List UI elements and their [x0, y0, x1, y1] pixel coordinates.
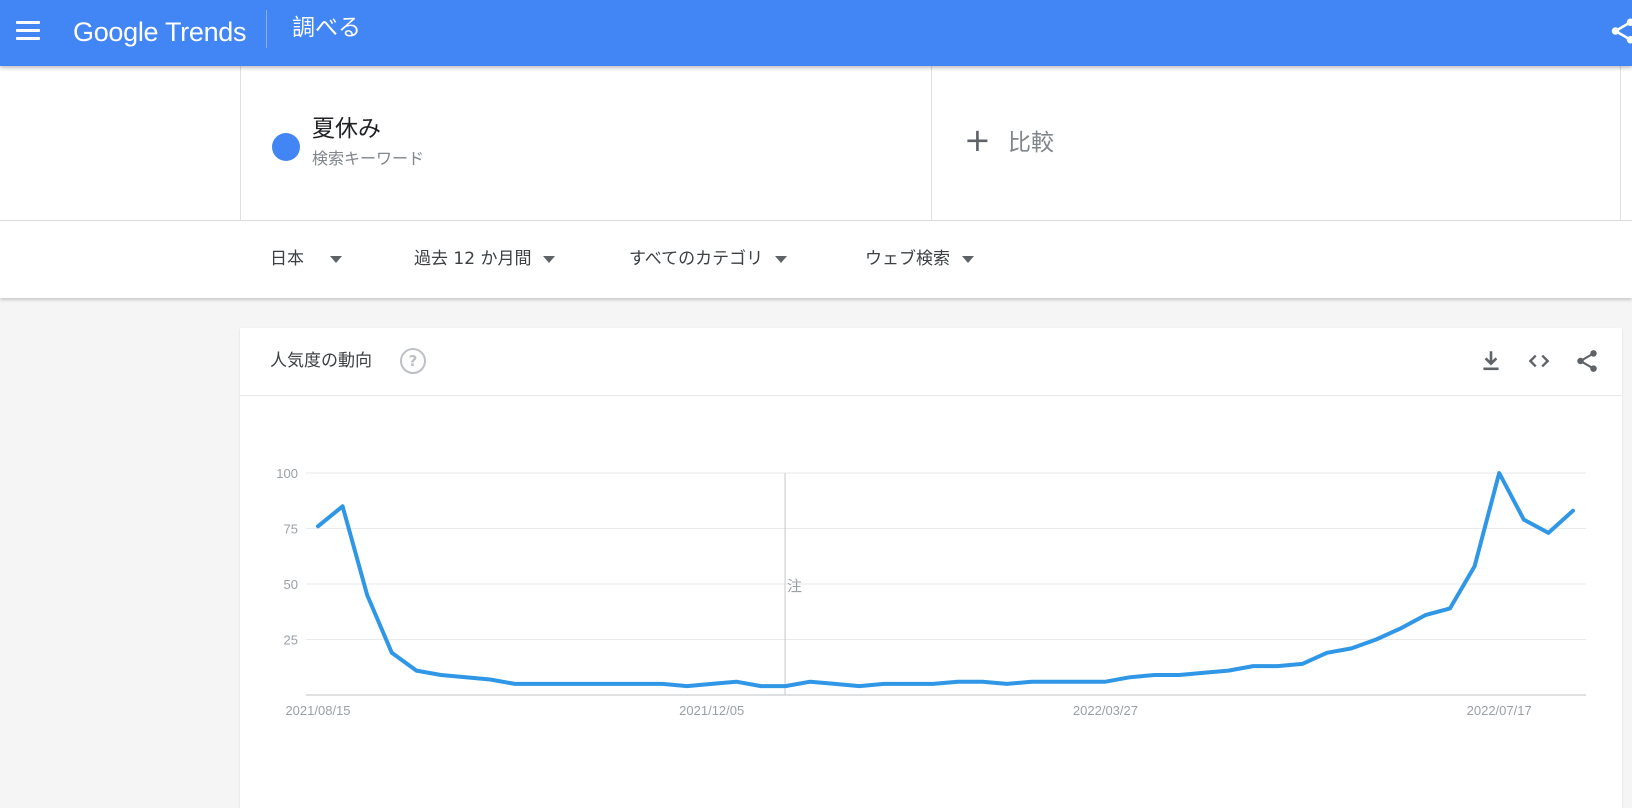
data-point	[1102, 679, 1108, 685]
data-point	[635, 681, 641, 687]
data-point	[1152, 672, 1158, 678]
y-tick-label: 50	[284, 577, 298, 592]
y-tick-label: 25	[284, 633, 298, 648]
data-point	[315, 523, 321, 529]
data-point	[586, 681, 592, 687]
filter-time-label: 過去 12 か月間	[414, 249, 532, 269]
topbar-divider	[266, 10, 267, 48]
data-point	[807, 679, 813, 685]
caret-down-icon	[330, 255, 342, 263]
data-point	[955, 679, 961, 685]
data-point	[463, 674, 469, 680]
data-point	[709, 681, 715, 687]
data-point	[1250, 663, 1256, 669]
data-point	[1176, 672, 1182, 678]
caret-down-icon	[543, 255, 556, 263]
data-point	[438, 672, 444, 678]
data-point	[561, 681, 567, 687]
share-icon[interactable]	[1608, 16, 1632, 46]
search-term-name[interactable]: 夏休み	[312, 116, 381, 142]
filter-category-label: すべてのカテゴリ	[629, 249, 764, 269]
data-point	[1127, 674, 1133, 680]
x-tick-label: 2021/08/15	[285, 703, 350, 718]
term-color-dot	[272, 133, 300, 161]
filter-search-type-label: ウェブ検索	[865, 249, 950, 269]
share-icon[interactable]	[1574, 348, 1600, 374]
filter-region-label: 日本	[270, 249, 304, 269]
x-tick-label: 2022/07/17	[1467, 703, 1532, 718]
data-point	[1029, 679, 1035, 685]
data-point	[1004, 681, 1010, 687]
filter-region[interactable]: 日本	[270, 245, 342, 273]
search-term-card[interactable]: 夏休み 検索キーワード	[240, 66, 932, 220]
caret-down-icon	[775, 255, 788, 263]
data-point	[536, 681, 542, 687]
data-point	[758, 683, 764, 689]
y-tick-label: 100	[276, 466, 298, 481]
data-point	[733, 679, 739, 685]
data-point	[1422, 612, 1428, 618]
search-term-type: 検索キーワード	[312, 149, 425, 168]
data-point	[512, 681, 518, 687]
data-point	[1201, 670, 1207, 676]
data-point	[1349, 645, 1355, 651]
y-tick-label: 75	[284, 522, 298, 537]
data-point	[364, 592, 370, 598]
data-point	[1299, 661, 1305, 667]
hamburger-icon[interactable]	[16, 21, 40, 45]
data-point	[413, 668, 419, 674]
data-point	[1373, 637, 1379, 643]
data-point	[1496, 470, 1502, 476]
data-point	[1324, 650, 1330, 656]
compare-label: 比較	[1008, 130, 1054, 156]
data-point	[684, 683, 690, 689]
interest-over-time-card: 人気度の動向 ? 25 50 75 100 2021/08/15 2021/12/05 20…	[240, 328, 1622, 808]
plus-icon: +	[964, 121, 991, 159]
data-point	[1472, 563, 1478, 569]
compare-button[interactable]: + 比較	[930, 66, 1621, 220]
data-point	[487, 676, 493, 682]
card-header: 人気度の動向 ?	[240, 328, 1622, 396]
data-point	[1545, 530, 1551, 536]
data-point	[979, 679, 985, 685]
data-point	[610, 681, 616, 687]
x-tick-label: 2022/03/27	[1073, 703, 1138, 718]
data-point	[1225, 668, 1231, 674]
data-point	[906, 681, 912, 687]
data-point	[340, 503, 346, 509]
help-icon[interactable]: ?	[400, 348, 426, 374]
data-point	[783, 683, 789, 689]
data-point	[1053, 679, 1059, 685]
data-point	[832, 681, 838, 687]
embed-code-icon[interactable]	[1526, 348, 1552, 374]
filter-bar: 日本 過去 12 か月間 すべてのカテゴリ ウェブ検索	[0, 221, 1632, 298]
search-terms-panel: 夏休み 検索キーワード + 比較	[0, 66, 1632, 221]
filter-search-type[interactable]: ウェブ検索	[865, 245, 974, 273]
data-point	[930, 681, 936, 687]
google-trends-logo[interactable]: Google Trends	[73, 17, 247, 47]
series-line[interactable]	[316, 471, 1575, 689]
data-point	[1447, 605, 1453, 611]
card-title: 人気度の動向	[270, 351, 372, 371]
x-tick-label: 2021/12/05	[679, 703, 744, 718]
data-point	[1078, 679, 1084, 685]
data-point	[1275, 663, 1281, 669]
data-point	[881, 681, 887, 687]
top-app-bar: Google Trends 調べる	[0, 0, 1632, 66]
data-point	[389, 650, 395, 656]
page-title: 調べる	[292, 15, 361, 41]
filter-category[interactable]: すべてのカテゴリ	[629, 245, 788, 273]
line-chart[interactable]: 25 50 75 100 2021/08/15 2021/12/05 2022/03/27 2…	[240, 328, 1622, 788]
data-point	[660, 681, 666, 687]
download-icon[interactable]	[1478, 348, 1504, 374]
filter-time-range[interactable]: 過去 12 か月間	[414, 245, 556, 273]
data-point	[1570, 508, 1576, 514]
caret-down-icon	[962, 255, 974, 263]
note-marker-label: 注	[787, 577, 802, 595]
data-point	[856, 683, 862, 689]
data-point	[1398, 625, 1404, 631]
data-point	[1521, 517, 1527, 523]
